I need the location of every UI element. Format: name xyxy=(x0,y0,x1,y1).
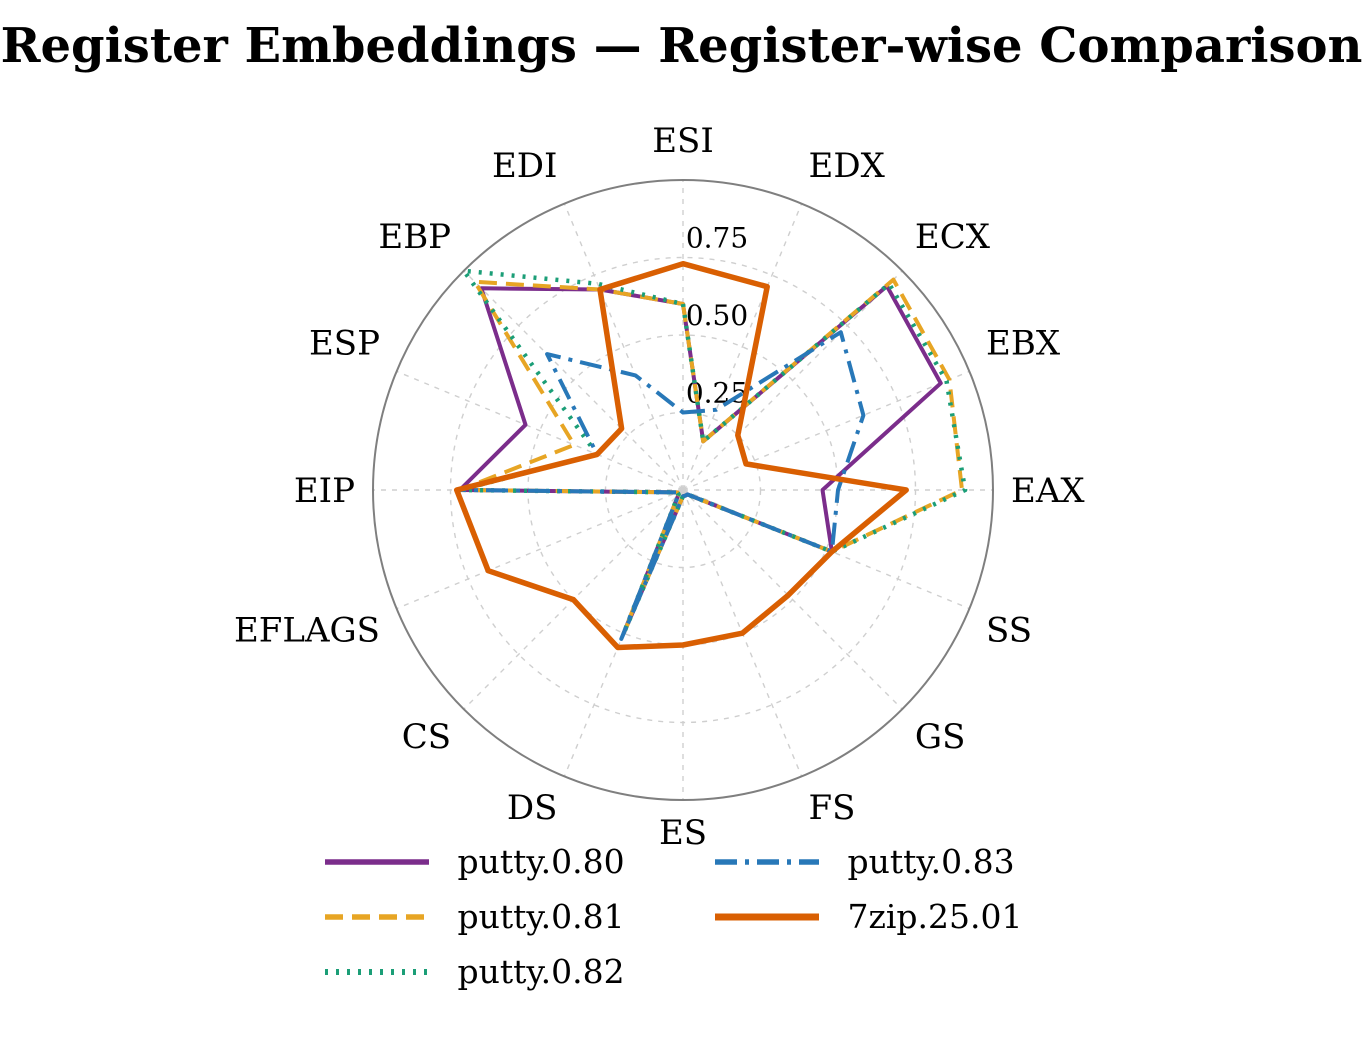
legend-item-putty-0-83: putty.0.83 xyxy=(712,842,1042,881)
grid-spoke xyxy=(682,203,803,491)
grid-spoke xyxy=(682,270,903,491)
chart-title: Register Embeddings — Register-wise Comp… xyxy=(0,18,1363,74)
axis-label-ebp: EBP xyxy=(378,217,451,257)
axis-label-ss: SS xyxy=(986,611,1032,651)
legend-line-sample xyxy=(714,913,819,920)
axis-label-edx: EDX xyxy=(809,146,886,186)
legend-item-7zip-25-01: 7zip.25.01 xyxy=(712,897,1042,936)
grid-spoke xyxy=(396,489,684,610)
legend-line-sample xyxy=(324,858,429,865)
axis-label-esi: ESI xyxy=(652,121,714,161)
grid-spoke xyxy=(463,270,684,491)
legend-label: putty.0.83 xyxy=(847,842,1015,881)
series-line-putty-0-83 xyxy=(457,330,866,641)
legend-label: putty.0.80 xyxy=(457,842,625,881)
axis-label-ds: DS xyxy=(507,788,558,828)
axis-label-eip: EIP xyxy=(294,471,355,511)
axis-label-eflags: EFLAGS xyxy=(234,611,380,651)
legend-item-putty-0-82: putty.0.82 xyxy=(322,952,652,991)
legend-label: putty.0.81 xyxy=(457,897,625,936)
grid-spoke xyxy=(396,370,684,491)
legend: putty.0.80 putty.0.83 putty.0.81 7zip.25.01… xyxy=(0,842,1363,991)
axis-label-ebx: EBX xyxy=(986,323,1061,363)
axis-label-ecx: ECX xyxy=(915,217,991,257)
radial-tick-label-0.50: 0.50 xyxy=(686,299,748,332)
axis-label-edi: EDI xyxy=(492,146,558,186)
axis-label-eax: EAX xyxy=(1011,471,1085,511)
legend-label: putty.0.82 xyxy=(457,952,625,991)
axis-label-gs: GS xyxy=(915,717,965,757)
legend-line-sample xyxy=(324,913,429,920)
series-line-7zip-25-01 xyxy=(453,260,909,651)
polar-outline xyxy=(372,179,994,801)
legend-item-putty-0-80: putty.0.80 xyxy=(322,842,652,881)
grid-spoke xyxy=(563,203,684,491)
series-line-putty-0-81 xyxy=(457,277,964,636)
legend-line-sample xyxy=(714,858,819,865)
grid-spoke xyxy=(682,370,970,491)
axis-label-es: ES xyxy=(659,813,707,853)
legend-item-putty-0-81: putty.0.81 xyxy=(322,897,652,936)
legend-line-sample xyxy=(324,968,429,975)
legend-label: 7zip.25.01 xyxy=(847,897,1023,936)
axis-label-esp: ESP xyxy=(309,323,380,363)
radial-tick-label-0.75: 0.75 xyxy=(686,222,748,255)
axis-label-fs: FS xyxy=(809,788,856,828)
legend-grid: putty.0.80 putty.0.83 putty.0.81 7zip.25.01… xyxy=(322,842,1042,991)
grid-spoke xyxy=(682,489,903,710)
axis-label-cs: CS xyxy=(402,717,451,757)
